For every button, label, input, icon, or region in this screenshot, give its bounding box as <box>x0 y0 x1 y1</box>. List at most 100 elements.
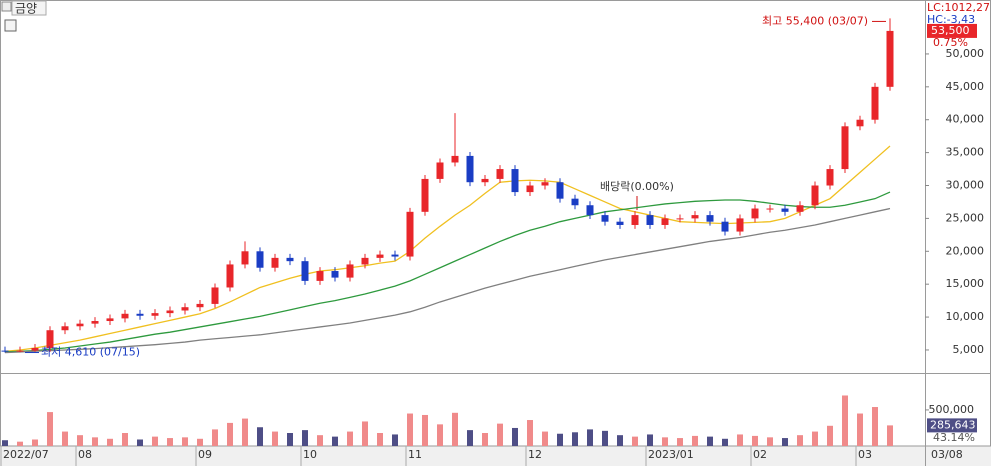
volume-bar <box>602 430 608 446</box>
volume-bar <box>812 431 818 446</box>
current-price-label: 53,500 <box>931 24 970 37</box>
volume-bar <box>17 441 23 446</box>
volume-bar <box>857 413 863 446</box>
volume-bar <box>782 438 788 446</box>
volume-bar <box>632 436 638 446</box>
candle-body <box>571 198 579 206</box>
hc-label: HC:-3,43 <box>927 13 975 26</box>
candle-body <box>151 313 159 316</box>
menu-icon[interactable] <box>1 1 12 12</box>
volume-bar <box>107 438 113 446</box>
change-pct: 0.75% <box>933 36 968 49</box>
candle-body <box>421 178 429 212</box>
current-volume-box <box>927 418 977 433</box>
x-tick-label: 09 <box>198 448 212 461</box>
high-note: 최고 55,400 (03/07) <box>762 14 868 27</box>
candle-body <box>661 218 669 225</box>
volume-bar <box>527 420 533 446</box>
y-tick-label: 20,000 <box>946 244 985 257</box>
volume-bar <box>347 431 353 446</box>
volume-bar <box>452 412 458 446</box>
candle-body <box>556 182 564 199</box>
x-tick-label: 2022/07 <box>3 448 49 461</box>
candle-body <box>811 185 819 206</box>
volume-bar <box>407 413 413 446</box>
volume-bar <box>227 422 233 446</box>
candle-body <box>361 257 369 265</box>
volume-tick-label: 500,000 <box>929 403 975 416</box>
x-tick-label: 12 <box>528 448 542 461</box>
low-note: 최저 4,610 (07/15) <box>41 346 140 359</box>
volume-bar <box>212 429 218 446</box>
title-box[interactable] <box>11 0 47 16</box>
volume-bar <box>887 425 893 446</box>
candle-body <box>1 350 9 352</box>
volume-bar <box>707 436 713 446</box>
candle-body <box>601 215 609 222</box>
candle-body <box>106 318 114 322</box>
candle-body <box>91 321 99 324</box>
y-tick-label: 35,000 <box>946 146 985 159</box>
candle-body <box>781 208 789 212</box>
volume-bar <box>137 439 143 446</box>
candle-body <box>526 185 534 193</box>
x-tick-label: 02 <box>753 448 767 461</box>
candle-body <box>481 178 489 183</box>
volume-bar <box>662 437 668 446</box>
candle-body <box>496 169 504 179</box>
candle-body <box>211 287 219 304</box>
volume-bar <box>377 433 383 446</box>
candle-body <box>406 211 414 257</box>
volume-bar <box>677 438 683 446</box>
candle-body <box>856 119 864 127</box>
volume-bar <box>497 423 503 446</box>
candle-body <box>271 257 279 268</box>
y-tick-label: 50,000 <box>946 47 985 60</box>
volume-bar <box>302 430 308 446</box>
volume-bar <box>842 395 848 446</box>
volume-bar <box>272 431 278 446</box>
volume-bar <box>617 435 623 446</box>
volume-bar <box>797 435 803 446</box>
candle-body <box>631 215 639 225</box>
y-tick-label: 30,000 <box>946 179 985 192</box>
volume-bar <box>392 434 398 446</box>
volume-bar <box>362 421 368 446</box>
candle-body <box>451 155 459 163</box>
candle-body <box>691 215 699 219</box>
candle-body <box>826 169 834 186</box>
x-tick-label: 08 <box>78 448 92 461</box>
volume-bar <box>197 438 203 446</box>
volume-bar <box>542 431 548 446</box>
candle-body <box>751 208 759 219</box>
y-tick-label: 40,000 <box>946 113 985 126</box>
volume-bar <box>332 436 338 446</box>
volume-bar <box>92 437 98 446</box>
candle-body <box>301 261 309 281</box>
volume-bar <box>47 412 53 446</box>
y-tick-label: 15,000 <box>946 277 985 290</box>
candle-body <box>586 205 594 216</box>
grid-icon[interactable] <box>4 19 17 32</box>
moving-average <box>4 207 891 354</box>
volume-bar <box>77 435 83 446</box>
candle-body <box>721 221 729 232</box>
candle-body <box>376 254 384 258</box>
y-tick-label: 5,000 <box>953 343 985 356</box>
candle-body <box>226 264 234 288</box>
x-tick-label: 2023/01 <box>648 448 694 461</box>
candle-body <box>616 221 624 225</box>
candle-body <box>466 155 474 183</box>
volume-pct: 43.14% <box>933 431 975 444</box>
volume-bar <box>257 427 263 446</box>
candle-body <box>676 218 684 220</box>
candle-body <box>841 126 849 170</box>
volume-bar <box>32 439 38 446</box>
volume-bar <box>692 435 698 446</box>
candle-body <box>241 251 249 265</box>
candle-body <box>166 310 174 314</box>
candle-body <box>76 323 84 327</box>
volume-bar <box>467 430 473 446</box>
